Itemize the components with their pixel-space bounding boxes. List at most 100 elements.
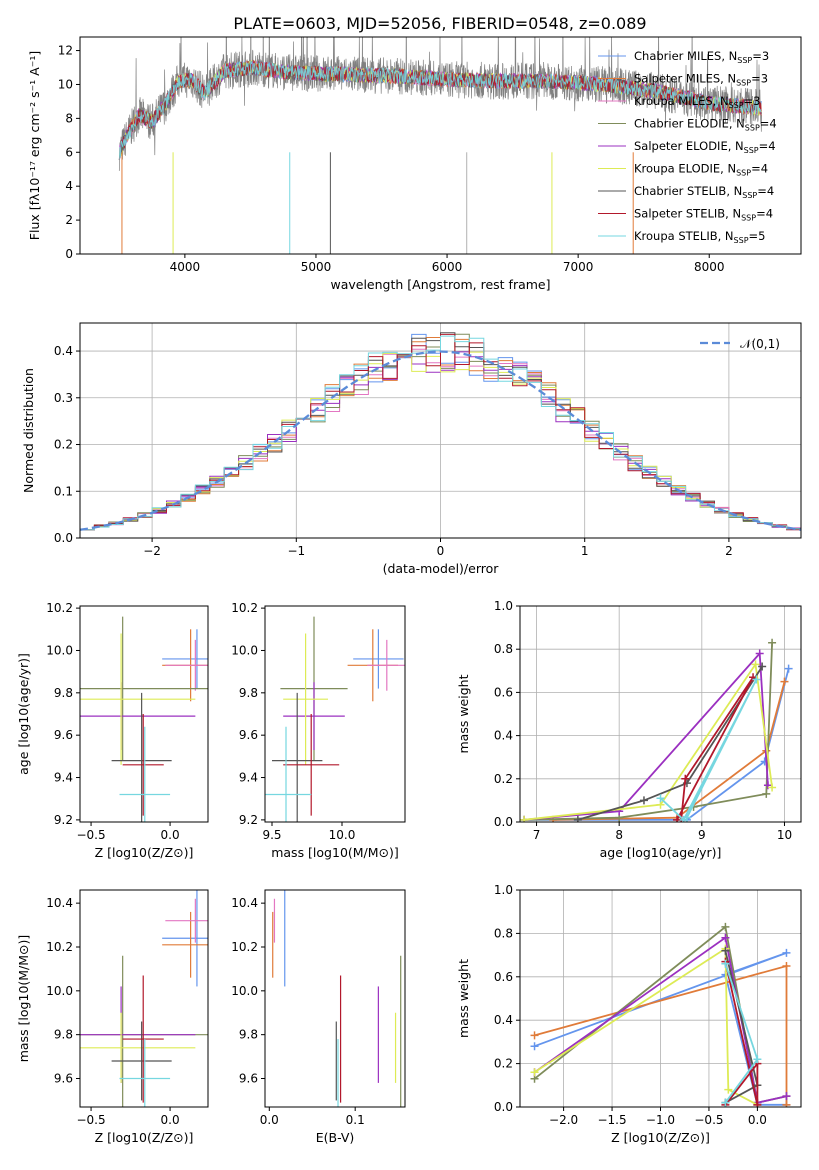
y-tick-label: 10.4 (231, 896, 258, 910)
y-tick-label: 9.4 (54, 771, 73, 785)
y-tick-label: 10.2 (231, 940, 258, 954)
axes-frame (519, 889, 802, 1108)
y-tick-label: 8 (65, 111, 73, 125)
x-axis-label: age [log10(age/yr)] (600, 845, 722, 860)
x-tick-label: 0.0 (161, 828, 180, 842)
error-bar-point (272, 692, 323, 822)
x-axis-label: Z [log10(Z/Z⊙)] (95, 845, 194, 860)
y-tick-label: 10.0 (46, 984, 73, 998)
axes-frame (264, 605, 406, 823)
mass-weight-marker (768, 783, 777, 792)
y-axis-label: age [log10(age/yr)] (16, 653, 31, 775)
y-tick-label: 0.2 (54, 438, 73, 452)
y-tick-label: 2 (65, 213, 73, 227)
legend-label: Kroupa ELODIE, NSSP=4 (634, 162, 768, 178)
error-bar-point (111, 1021, 172, 1101)
mass-weight-marker (768, 638, 777, 647)
mass-weight-marker (682, 813, 691, 822)
axes-frame (79, 605, 209, 823)
x-axis-label: (data-model)/error (383, 561, 500, 576)
model-spectrum-line (118, 60, 762, 160)
x-tick-label: 10.0 (329, 828, 356, 842)
x-tick-label: 8000 (694, 260, 725, 274)
y-tick-label: 9.8 (54, 1028, 73, 1042)
mass-weight-marker (721, 946, 730, 955)
error-bar-point (367, 639, 405, 691)
x-tick-label: 9.5 (262, 828, 281, 842)
y-tick-label: 9.8 (239, 686, 258, 700)
axes-frame (79, 322, 802, 539)
mass-weight-marker (758, 662, 767, 671)
y-tick-label: 0.4 (494, 1013, 513, 1027)
axes-frame (79, 36, 802, 255)
x-axis-label: E(B-V) (316, 1130, 355, 1145)
mass-weight-line (524, 642, 773, 821)
x-tick-label: 7 (533, 828, 541, 842)
data-spectrum-line (118, 37, 762, 171)
mass-weight-marker (753, 1100, 762, 1107)
y-tick-label: 0.1 (54, 484, 73, 498)
error-bar-point (162, 629, 208, 689)
mass-weight-marker (755, 649, 764, 658)
mass-weight-line (534, 946, 758, 1106)
x-tick-label: 5000 (301, 260, 332, 274)
error-bar-point (283, 714, 340, 816)
y-axis-label: mass [log10(M/M⊙)] (16, 935, 31, 1063)
y-tick-label: 10 (58, 77, 73, 91)
chart-panel-7: 0.0 0.1 9.6 9.8 10.0 10.2 10.4 E(B-V) (231, 889, 406, 1145)
mass-weight-marker (782, 1092, 791, 1101)
y-axis-label: Normed distribution (21, 368, 36, 493)
plot-area (265, 616, 405, 822)
x-tick-label: 0.0 (161, 1113, 180, 1127)
error-bar-point (122, 975, 164, 1103)
mass-weight-line (524, 661, 773, 821)
y-tick-label: 10.2 (46, 601, 73, 615)
figure-title: PLATE=0603, MJD=52056, FIBERID=0548, z=0… (233, 14, 646, 33)
y-axis-label: mass weight (456, 959, 471, 1038)
legend-label: Salpeter STELIB, NSSP=4 (634, 207, 773, 223)
plot-area (80, 323, 801, 538)
plot-area (272, 890, 402, 1107)
x-axis-label: wavelength [Angstrom, rest frame] (330, 277, 550, 292)
x-tick-label: 6000 (432, 260, 463, 274)
x-tick-label: −0.5 (76, 828, 105, 842)
error-bar-point (353, 629, 404, 689)
x-tick-label: 10 (777, 828, 792, 842)
error-bar-point (80, 616, 208, 761)
mass-weight-marker (762, 789, 771, 798)
axes-frame (79, 889, 209, 1108)
legend: Chabrier MILES, NSSP=3 Salpeter MILES, NS… (598, 49, 777, 245)
mass-weight-marker (681, 774, 690, 783)
y-axis-label: Flux [fλ10⁻¹⁷ erg cm⁻² s⁻¹ A⁻¹] (27, 51, 42, 240)
legend-label: Chabrier ELODIE, NSSP=4 (634, 117, 777, 133)
y-tick-label: 0.6 (494, 685, 513, 699)
y-axis-label: mass weight (456, 674, 471, 753)
y-tick-label: 0.0 (494, 1100, 513, 1114)
mass-weight-marker (751, 660, 760, 669)
y-tick-label: 0.2 (494, 772, 513, 786)
mass-weight-line (724, 961, 759, 1106)
legend: 𝒩(0,1) (700, 337, 780, 351)
mass-weight-marker (573, 815, 582, 822)
y-tick-label: 10.0 (231, 643, 258, 657)
axes-frame (519, 605, 802, 823)
chart-panel-4: 9.5 10.0 9.2 9.4 9.6 9.8 10.0 10.2 mass [log10(M… (231, 601, 406, 860)
x-tick-label: 7000 (563, 260, 594, 274)
error-bar-point (80, 1012, 196, 1083)
mass-weight-marker (782, 1100, 791, 1107)
y-tick-label: 6 (65, 145, 73, 159)
error-bar-point (265, 726, 312, 822)
y-tick-label: 0.8 (494, 642, 513, 656)
legend-label: Salpeter ELODIE, NSSP=4 (634, 139, 776, 155)
x-tick-label: −0.5 (76, 1113, 105, 1127)
mass-weight-marker (530, 1031, 539, 1040)
x-tick-label: 1 (581, 544, 589, 558)
y-tick-label: 0.0 (494, 815, 513, 829)
x-tick-label: −2 (143, 544, 161, 558)
legend-label: Kroupa MILES, NSSP=3 (634, 94, 760, 110)
y-tick-label: 9.8 (54, 686, 73, 700)
error-bar-point (119, 726, 171, 822)
mass-weight-marker (656, 794, 665, 803)
y-tick-label: 10.2 (231, 601, 258, 615)
